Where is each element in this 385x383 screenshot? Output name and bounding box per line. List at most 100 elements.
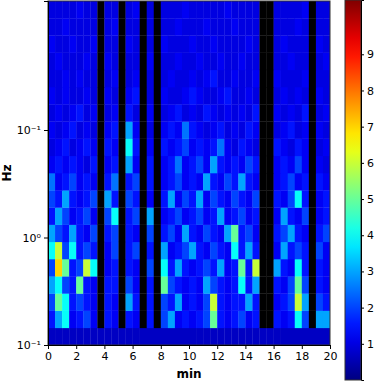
cell [55, 53, 62, 70]
cell [217, 328, 224, 345]
cell [274, 259, 281, 277]
cell [295, 259, 302, 277]
cell [224, 259, 231, 277]
cell [267, 1, 274, 19]
cell [217, 87, 224, 104]
cell [104, 1, 111, 19]
cell [175, 190, 182, 208]
cell [76, 276, 83, 293]
cell [104, 173, 111, 191]
cell [97, 259, 104, 277]
cell [217, 18, 224, 35]
cell [238, 35, 245, 53]
cell [140, 156, 147, 173]
cell [182, 156, 189, 173]
cell [309, 121, 316, 138]
cell [90, 35, 97, 53]
cell [231, 35, 238, 53]
cell [69, 259, 76, 277]
cell [217, 242, 224, 259]
cell [224, 53, 231, 70]
cell [231, 311, 238, 329]
cell [281, 293, 288, 311]
cell [90, 104, 97, 122]
colorbar-tick-mark [361, 199, 364, 200]
y-tick: 10⁻¹ [17, 339, 48, 352]
cell [48, 293, 55, 311]
cell [224, 328, 231, 345]
cell [97, 173, 104, 191]
cell [182, 207, 189, 224]
cell [97, 87, 104, 104]
cell [203, 104, 210, 122]
cell [161, 225, 168, 242]
cell [238, 190, 245, 208]
cell [231, 328, 238, 345]
cell [154, 173, 161, 191]
cell [203, 276, 210, 293]
cell [140, 190, 147, 208]
cell [90, 225, 97, 242]
cell [133, 70, 140, 88]
cell [97, 242, 104, 259]
cell [217, 139, 224, 157]
cell [97, 139, 104, 157]
cell [196, 35, 203, 53]
cell [133, 293, 140, 311]
cell [126, 156, 133, 173]
cell [316, 328, 323, 345]
cell [69, 293, 76, 311]
cell [147, 328, 154, 345]
cell [83, 190, 90, 208]
cell [288, 190, 295, 208]
cell [274, 87, 281, 104]
cell [76, 156, 83, 173]
colorbar [345, 0, 361, 380]
cell [274, 311, 281, 329]
cell [210, 70, 217, 88]
x-axis-title: min [176, 367, 201, 381]
cell [309, 225, 316, 242]
cell [97, 104, 104, 122]
cell [189, 276, 196, 293]
cell [295, 190, 302, 208]
cell [48, 121, 55, 138]
colorbar-tick-label: 1 [367, 338, 374, 351]
cell [238, 139, 245, 157]
cell [274, 207, 281, 224]
cell [309, 104, 316, 122]
cell [111, 190, 118, 208]
cell [267, 139, 274, 157]
cell [309, 190, 316, 208]
cell [316, 87, 323, 104]
cell [210, 53, 217, 70]
cell [182, 328, 189, 345]
x-tick-label: 12 [211, 350, 225, 363]
cell [281, 139, 288, 157]
x-tick: 2 [73, 345, 80, 363]
cell [76, 207, 83, 224]
cell [168, 139, 175, 157]
cell [238, 87, 245, 104]
cell [316, 104, 323, 122]
cell [196, 18, 203, 35]
cell [267, 190, 274, 208]
cell [147, 121, 154, 138]
cell [161, 104, 168, 122]
cell [302, 190, 309, 208]
cell [111, 1, 118, 19]
cell [154, 70, 161, 88]
cell [281, 104, 288, 122]
cell [133, 35, 140, 53]
cell [76, 70, 83, 88]
cell [302, 173, 309, 191]
cell [316, 293, 323, 311]
cell [274, 70, 281, 88]
cell [140, 70, 147, 88]
cell [238, 225, 245, 242]
cell [126, 311, 133, 329]
cell [323, 328, 330, 345]
cell [147, 87, 154, 104]
y-tick-label: 10⁻¹ [17, 339, 41, 352]
colorbar-tick: 8 [361, 84, 374, 97]
